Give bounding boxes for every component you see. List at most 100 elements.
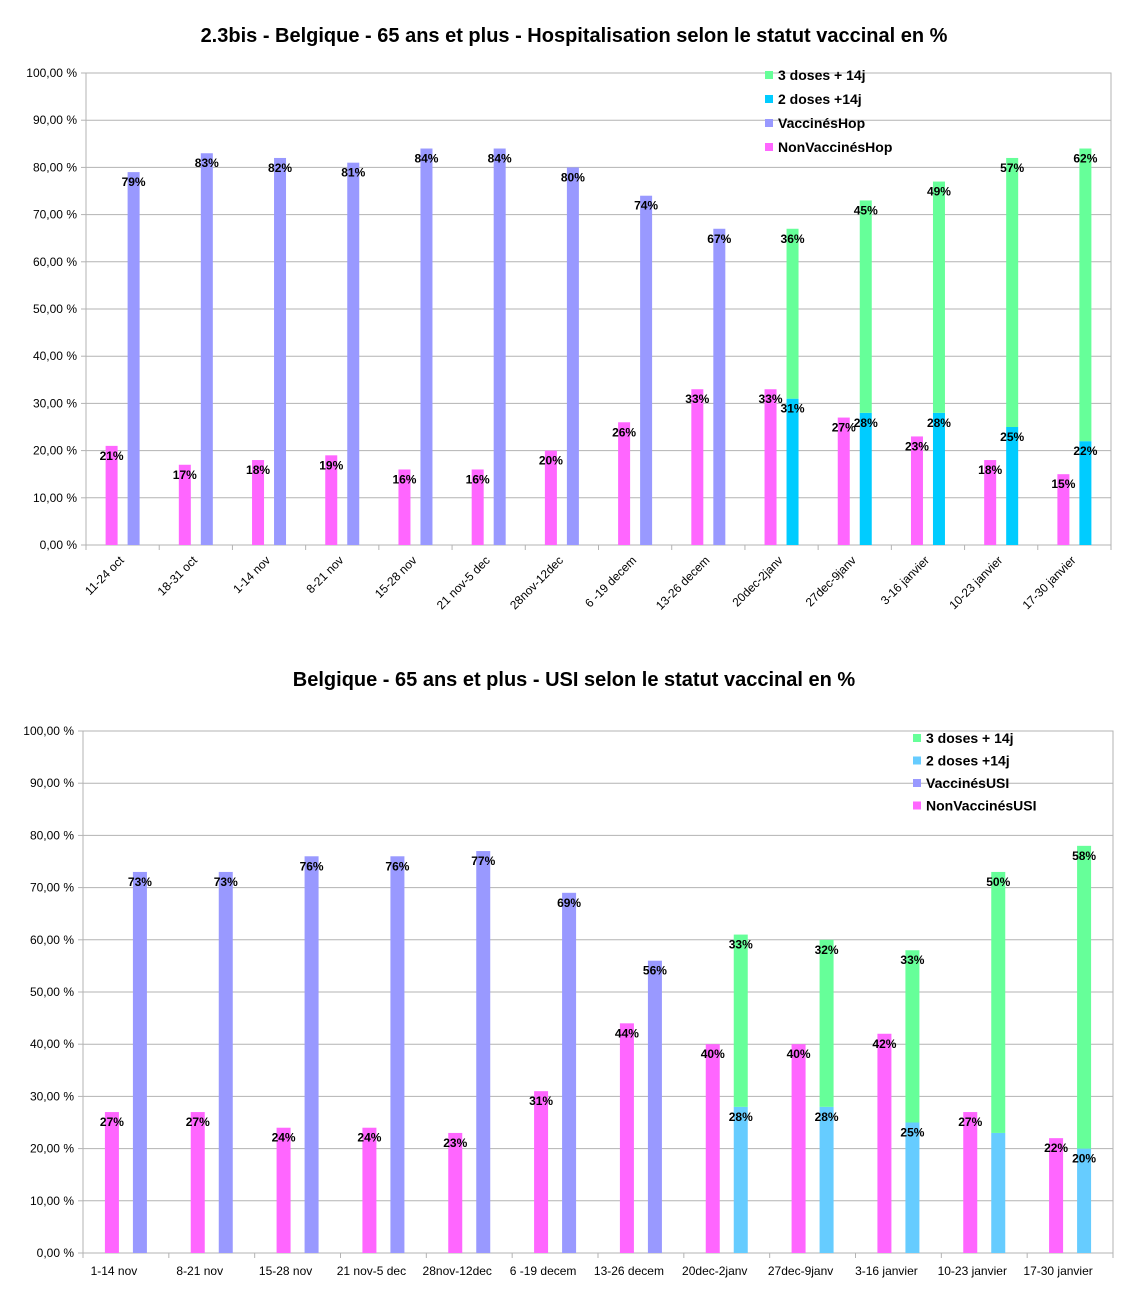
data-label: 24% [272, 1131, 296, 1145]
x-tick-label: 18-31 oct [155, 553, 201, 599]
bar-nonvaccines [471, 469, 484, 545]
data-label: 50% [986, 875, 1010, 889]
legend-label: 2 doses +14j [778, 91, 862, 107]
bar-nonvaccines [618, 422, 631, 545]
data-label: 16% [392, 472, 416, 486]
legend-label: 3 doses + 14j [778, 67, 866, 83]
bar-vaccines [347, 162, 360, 545]
bar-vaccines [647, 960, 662, 1253]
y-tick-label: 70,00 % [33, 208, 77, 222]
y-tick-label: 40,00 % [30, 1037, 74, 1051]
x-tick-label: 27dec-9janv [803, 553, 859, 609]
bar-vaccines [218, 871, 233, 1253]
data-label: 76% [300, 859, 324, 873]
bar-3-doses [819, 939, 834, 1107]
bar-vaccines [640, 195, 653, 545]
bar-vaccines [566, 167, 579, 545]
data-label: 36% [781, 232, 805, 246]
x-tick-label: 11-24 oct [82, 553, 127, 598]
data-labels: 21% 79% 17% 83% 18% 82% 19% 81% 16% 84% 16% 84% 20% 8… [100, 152, 1098, 492]
bar-vaccines [476, 851, 491, 1253]
y-tick-label: 30,00 % [30, 1089, 74, 1103]
x-tick-label: 17-30 janvier [1023, 1264, 1092, 1278]
legend-swatch [913, 801, 921, 810]
bar-vaccines [562, 892, 577, 1253]
x-tick-label: 28nov-12dec [507, 553, 566, 612]
y-tick-label: 40,00 % [33, 349, 77, 363]
data-label: 69% [557, 896, 581, 910]
bar-2-doses [786, 398, 799, 545]
legend-swatch [765, 71, 773, 79]
y-tick-label: 90,00 % [30, 776, 74, 790]
bar-nonvaccines [252, 460, 265, 545]
data-label: 18% [246, 463, 270, 477]
bar-vaccines [274, 157, 287, 545]
y-tick-label: 0,00 % [37, 1246, 75, 1260]
legend-swatch [913, 734, 921, 742]
data-label: 17% [173, 468, 197, 482]
bar-2-doses [932, 412, 945, 545]
data-label: 83% [195, 156, 219, 170]
x-tick-label: 6 -19 decem [510, 1264, 577, 1278]
data-label: 74% [634, 199, 658, 213]
y-tick-label: 10,00 % [33, 491, 77, 505]
chart-title: Belgique - 65 ans et plus - USI selon le… [293, 669, 856, 691]
bar-nonvaccines [398, 469, 411, 545]
data-label: 27% [186, 1115, 210, 1129]
usi-chart: Belgique - 65 ans et plus - USI selon le… [23, 669, 1114, 1278]
bar-nonvaccines [764, 389, 777, 545]
bar-vaccines [127, 172, 140, 545]
data-label: 20% [539, 454, 563, 468]
data-label: 21% [100, 449, 124, 463]
chart-title: 2.3bis - Belgique - 65 ans et plus - Hos… [201, 25, 948, 47]
data-label: 42% [872, 1037, 896, 1051]
legend: 3 doses + 14j 2 doses +14j VaccinésHop NonV… [765, 67, 892, 155]
bar-2-doses [1077, 1148, 1092, 1253]
bar-3-doses [733, 934, 748, 1107]
bar-nonvaccines [190, 1112, 205, 1253]
data-label: 56% [643, 964, 667, 978]
bar-nonvaccines [691, 389, 704, 545]
data-label: 18% [978, 463, 1002, 477]
data-label: 25% [1000, 430, 1024, 444]
legend-swatch [765, 95, 773, 103]
data-label: 31% [529, 1094, 553, 1108]
data-label: 81% [341, 166, 365, 180]
bar-3-doses [932, 181, 945, 413]
data-label: 73% [128, 875, 152, 889]
y-tick-label: 20,00 % [30, 1142, 74, 1156]
bar-3-doses [905, 950, 920, 1123]
y-tick-label: 60,00 % [33, 255, 77, 269]
bar-3-doses [859, 200, 872, 413]
data-label: 25% [900, 1126, 924, 1140]
x-tick-label: 21 nov-5 dec [337, 1264, 406, 1278]
data-label: 33% [759, 392, 783, 406]
data-label: 28% [729, 1110, 753, 1124]
data-label: 19% [319, 458, 343, 472]
data-label: 62% [1073, 152, 1097, 166]
bar-nonvaccines [963, 1112, 978, 1253]
x-tick-label: 13-26 decem [594, 1264, 664, 1278]
bar-2-doses [1079, 441, 1092, 545]
y-tick-label: 80,00 % [30, 828, 74, 842]
legend-label: 3 doses + 14j [926, 730, 1014, 746]
y-tick-label: 70,00 % [30, 881, 74, 895]
bar-2-doses [859, 412, 872, 545]
legend-label: VaccinésHop [778, 115, 865, 131]
bar-nonvaccines [534, 1091, 549, 1253]
x-tick-label: 1-14 nov [230, 553, 273, 596]
bar-3-doses [1079, 148, 1092, 442]
bar-2-doses [819, 1106, 834, 1253]
bar-nonvaccines [325, 455, 338, 545]
bar-nonvaccines [178, 464, 191, 545]
data-label: 40% [701, 1047, 725, 1061]
x-tick-label: 1-14 nov [91, 1264, 138, 1278]
bars [104, 845, 1092, 1253]
x-tick-label: 20dec-2janv [682, 1264, 747, 1278]
x-tick-label: 21 nov-5 dec [434, 553, 493, 612]
y-tick-label: 80,00 % [33, 160, 77, 174]
bar-nonvaccines [105, 445, 118, 545]
bar-nonvaccines [1049, 1138, 1064, 1253]
bar-2-doses [1006, 427, 1019, 545]
x-tick-label: 17-30 janvier [1020, 553, 1079, 612]
